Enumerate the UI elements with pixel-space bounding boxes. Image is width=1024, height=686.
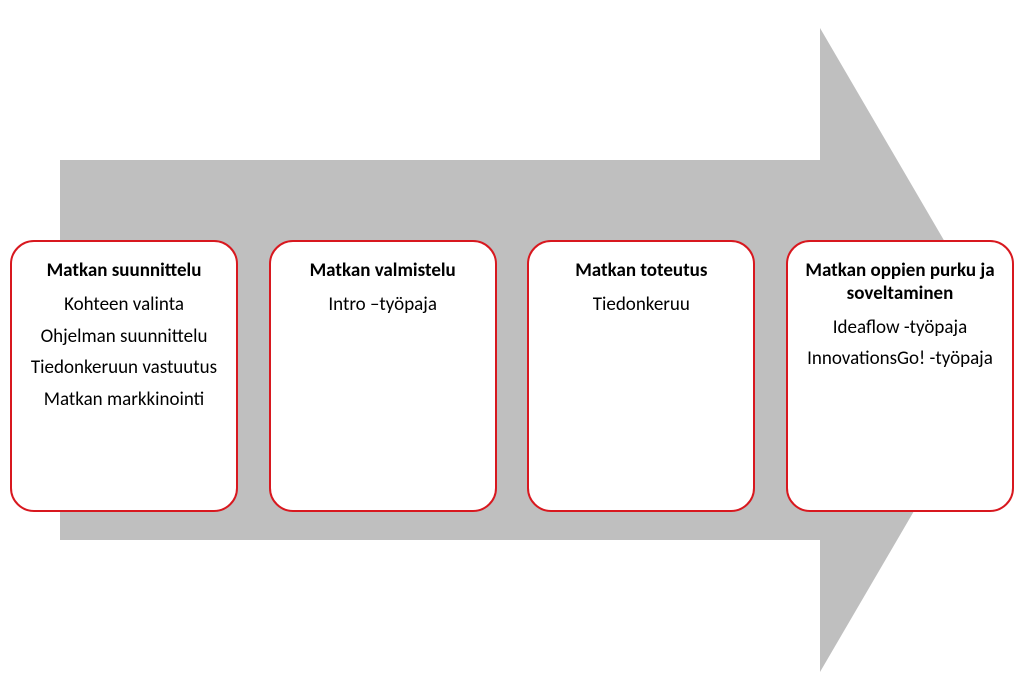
card-item: Tiedonkeruu	[539, 293, 743, 317]
card-item: InnovationsGo! -työpaja	[798, 347, 1002, 371]
card-title: Matkan oppien purku ja soveltaminen	[798, 260, 1002, 306]
card-item: Tiedonkeruun vastuutus	[22, 356, 226, 380]
card-item: Kohteen valinta	[22, 293, 226, 317]
card-title: Matkan suunnittelu	[22, 260, 226, 283]
card-item: Intro –työpaja	[281, 293, 485, 317]
card-4: Matkan oppien purku ja soveltaminen Idea…	[786, 240, 1014, 512]
card-title: Matkan valmistelu	[281, 260, 485, 283]
card-2: Matkan valmistelu Intro –työpaja	[269, 240, 497, 512]
card-3: Matkan toteutus Tiedonkeruu	[527, 240, 755, 512]
card-item: Ideaflow -työpaja	[798, 316, 1002, 340]
card-item: Matkan markkinointi	[22, 388, 226, 412]
card-item: Ohjelman suunnittelu	[22, 325, 226, 349]
card-title: Matkan toteutus	[539, 260, 743, 283]
cards-row: Matkan suunnittelu Kohteen valinta Ohjel…	[10, 240, 1014, 512]
card-1: Matkan suunnittelu Kohteen valinta Ohjel…	[10, 240, 238, 512]
